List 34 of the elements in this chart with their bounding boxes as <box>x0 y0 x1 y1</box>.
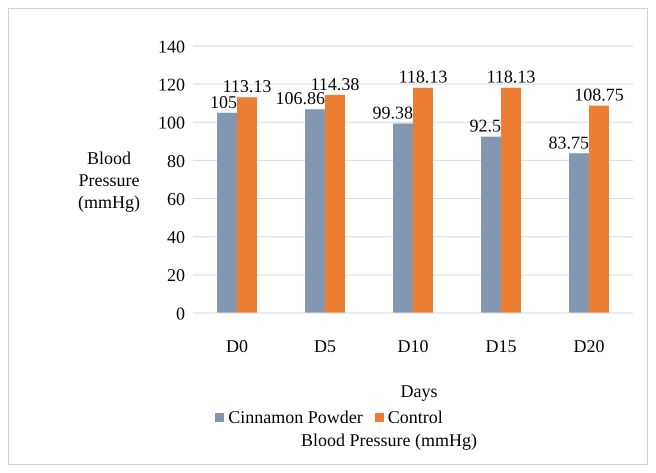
data-label: 118.13 <box>486 66 536 87</box>
x-tick-label: D0 <box>226 336 248 356</box>
legend-label: Control <box>388 407 443 428</box>
y-tick-label: 40 <box>167 227 185 248</box>
bar <box>569 153 589 313</box>
y-tick-label: 60 <box>167 188 185 209</box>
x-tick-label: D10 <box>398 336 428 356</box>
bar <box>589 106 609 313</box>
y-tick-label: 100 <box>158 112 185 133</box>
y-tick-label: 80 <box>167 150 185 171</box>
legend-label: Cinnamon Powder <box>228 407 363 428</box>
text: Blood Pressure (mmHg) <box>300 430 478 451</box>
bar <box>305 109 325 313</box>
bar <box>501 88 521 313</box>
data-label: 99.38 <box>372 102 413 122</box>
x-tick-label: D15 <box>486 336 516 356</box>
data-label: 118.13 <box>398 66 448 87</box>
bar <box>217 112 237 313</box>
data-label: 83.75 <box>548 132 589 152</box>
bar <box>481 136 501 313</box>
y-tick-label: 120 <box>158 74 185 95</box>
y-tick-label: 0 <box>176 303 185 324</box>
bar <box>393 123 413 313</box>
y-tick-label: 140 <box>158 36 185 56</box>
x-tick-label: D5 <box>314 336 336 356</box>
bar <box>325 94 345 313</box>
x-axis-title: Days <box>400 381 438 402</box>
y-tick-label: 20 <box>167 265 185 286</box>
data-label: 92.5 <box>470 116 501 136</box>
x-tick-label: D20 <box>574 336 604 356</box>
bar <box>413 88 433 313</box>
data-label: 108.75 <box>574 84 624 105</box>
y-axis-title: Blood Pressure (mmHg) <box>77 147 141 213</box>
bar <box>237 97 257 313</box>
